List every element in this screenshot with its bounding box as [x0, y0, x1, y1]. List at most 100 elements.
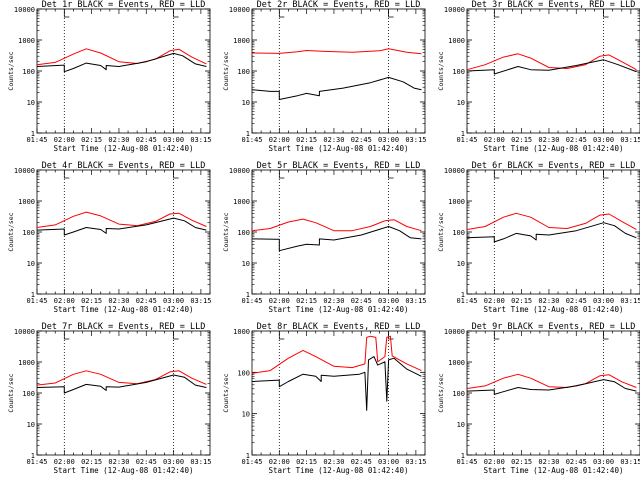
x-tick-label: 02:30: [538, 458, 559, 466]
chart-panel-6: Det 6r BLACK = Events, RED = LLD 1 10 100 10…: [437, 161, 640, 314]
chart-panel-3: Det 3r BLACK = Events, RED = LLD 1 10 100 10…: [437, 0, 640, 153]
chart-title: Det 3r BLACK = Events, RED = LLD: [472, 0, 636, 10]
plot-frame: [466, 330, 640, 456]
series-line-events: [466, 59, 637, 75]
x-tick-label: 02:00: [269, 136, 290, 144]
chart-panel-1: Det 1r BLACK = Events, RED = LLD 1 10 100 10…: [7, 0, 211, 153]
bracket-marker: [63, 332, 70, 340]
x-tick-label: 03:00: [163, 297, 184, 305]
series-line-lld: [36, 211, 207, 228]
bracket-marker: [493, 10, 500, 18]
x-tick-label: 03:15: [620, 136, 640, 144]
x-tick-label: 03:00: [378, 136, 399, 144]
y-axis-label: Counts/sec: [222, 51, 230, 90]
x-tick-label: 02:30: [108, 297, 129, 305]
x-tick-label: 02:15: [511, 297, 532, 305]
y-tick-label: 1: [31, 291, 35, 299]
x-axis-label: Start Time (12-Aug-08 01:42:40): [484, 466, 624, 475]
x-tick-label: 02:30: [323, 458, 344, 466]
bracket-marker: [278, 10, 285, 18]
bracket-marker: [603, 171, 609, 179]
y-tick-label: 10000: [229, 6, 250, 14]
y-tick-label: 10000: [444, 328, 465, 336]
bracket-marker: [493, 171, 500, 179]
chart-title: Det 8r BLACK = Events, RED = LLD: [257, 322, 421, 332]
y-tick-label: 10: [242, 260, 250, 268]
y-tick-label: 1000: [18, 37, 35, 45]
x-tick-label: 03:15: [405, 136, 426, 144]
x-tick-label: 03:00: [593, 458, 614, 466]
y-tick-label: 100: [452, 229, 465, 237]
x-axis-label: Start Time (12-Aug-08 01:42:40): [269, 466, 409, 475]
x-tick-label: 02:45: [351, 458, 372, 466]
bracket-marker: [173, 171, 179, 179]
x-tick-label: 02:45: [136, 458, 157, 466]
x-axis-label: Start Time (12-Aug-08 01:42:40): [54, 305, 194, 314]
y-tick-label: 1000: [233, 328, 250, 336]
y-tick-label: 1000: [18, 359, 35, 367]
series-line-events: [251, 226, 422, 252]
series-line-lld: [36, 48, 207, 66]
series-line-lld: [251, 48, 422, 55]
y-tick-label: 1: [246, 130, 250, 138]
x-axis-label: Start Time (12-Aug-08 01:42:40): [54, 144, 194, 153]
y-axis-label: Counts/sec: [437, 51, 445, 90]
x-tick-label: 02:45: [566, 458, 587, 466]
x-tick-label: 03:15: [190, 136, 211, 144]
x-tick-label: 02:30: [538, 136, 559, 144]
x-tick-label: 02:00: [269, 297, 290, 305]
x-tick-label: 02:15: [81, 458, 102, 466]
y-tick-label: 100: [22, 229, 35, 237]
plot-frame: [36, 8, 211, 134]
bracket-marker: [388, 332, 394, 340]
y-tick-label: 1: [461, 452, 465, 460]
x-tick-label: 02:45: [351, 136, 372, 144]
x-tick-label: 02:00: [54, 297, 75, 305]
x-tick-label: 02:00: [484, 297, 505, 305]
y-axis-label: Counts/sec: [7, 373, 15, 412]
x-tick-label: 02:45: [351, 297, 372, 305]
y-tick-label: 1: [461, 291, 465, 299]
x-tick-label: 01:45: [456, 458, 477, 466]
y-tick-label: 100: [22, 68, 35, 76]
series-line-events: [36, 52, 207, 73]
x-tick-label: 03:00: [163, 458, 184, 466]
x-tick-label: 02:30: [108, 458, 129, 466]
y-axis-label: Counts/sec: [7, 212, 15, 251]
y-tick-label: 10000: [14, 167, 35, 175]
y-tick-label: 1000: [18, 198, 35, 206]
x-tick-label: 02:15: [296, 458, 317, 466]
series-line-lld: [466, 373, 637, 389]
y-tick-label: 1: [246, 291, 250, 299]
x-tick-label: 03:15: [620, 297, 640, 305]
bracket-marker: [603, 332, 609, 340]
y-tick-label: 1000: [448, 359, 465, 367]
y-tick-label: 1000: [448, 198, 465, 206]
plot-frame: [251, 169, 426, 295]
y-tick-label: 10000: [14, 6, 35, 14]
bracket-marker: [388, 171, 394, 179]
x-tick-label: 01:45: [241, 297, 262, 305]
y-tick-label: 100: [452, 390, 465, 398]
series-line-events: [251, 76, 422, 100]
y-tick-label: 1000: [448, 37, 465, 45]
y-tick-label: 100: [237, 369, 250, 377]
x-tick-label: 02:00: [54, 458, 75, 466]
x-tick-label: 01:45: [456, 297, 477, 305]
bracket-marker: [388, 10, 394, 18]
y-tick-label: 10: [457, 421, 465, 429]
y-tick-label: 10: [242, 99, 250, 107]
x-tick-label: 03:15: [620, 458, 640, 466]
series-line-events: [466, 379, 637, 395]
x-tick-label: 01:45: [241, 458, 262, 466]
series-line-events: [251, 356, 422, 411]
x-tick-label: 02:15: [296, 297, 317, 305]
y-tick-label: 1000: [233, 37, 250, 45]
bracket-marker: [493, 332, 500, 340]
bracket-marker: [278, 332, 285, 340]
series-line-lld: [36, 370, 207, 386]
y-tick-label: 1000: [233, 198, 250, 206]
y-axis-label: Counts/sec: [222, 373, 230, 412]
x-tick-label: 02:45: [566, 297, 587, 305]
y-tick-label: 1: [31, 452, 35, 460]
